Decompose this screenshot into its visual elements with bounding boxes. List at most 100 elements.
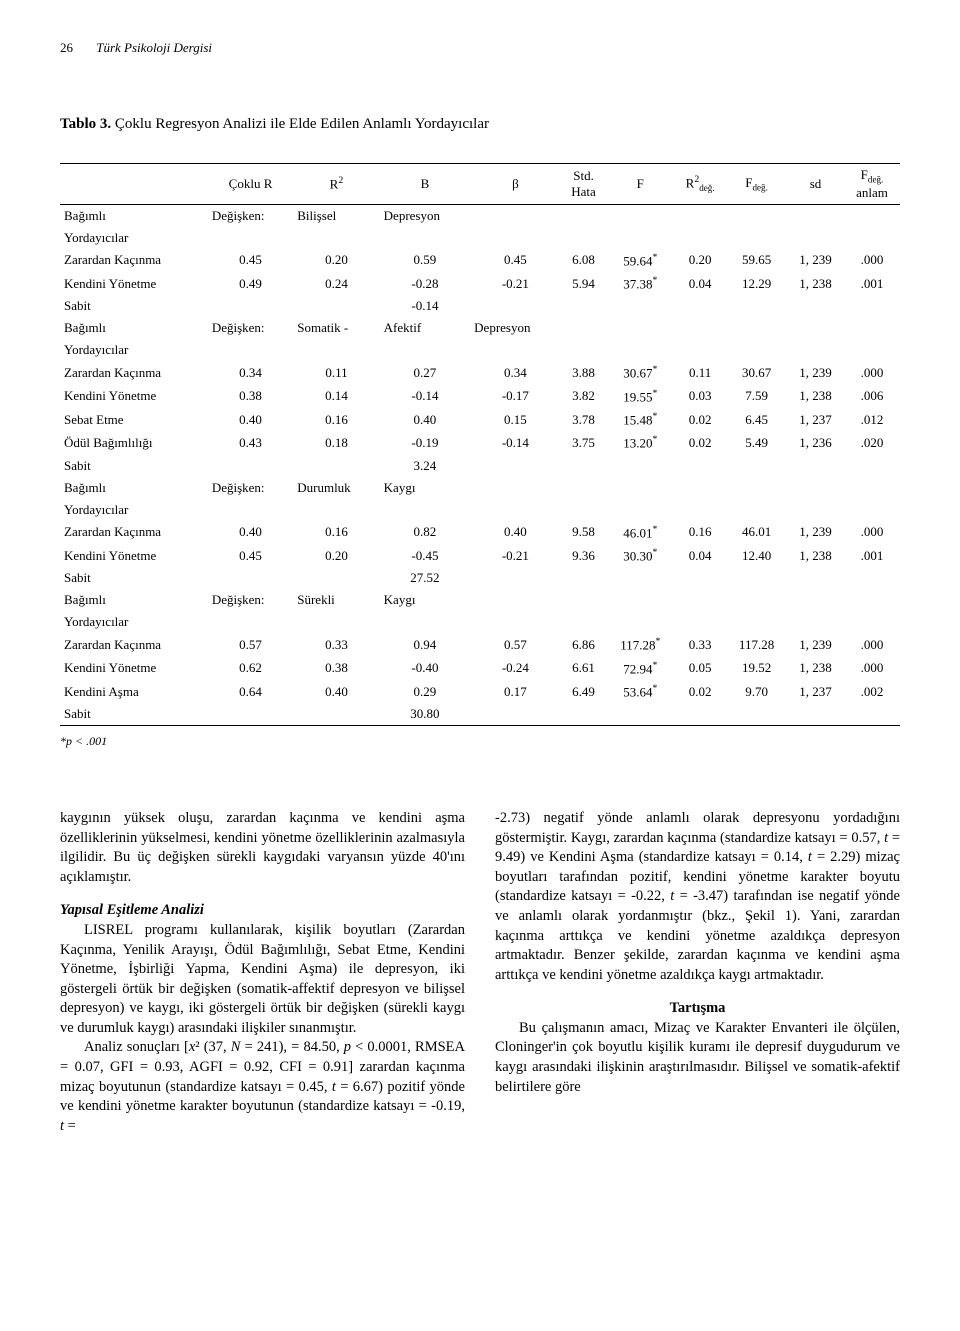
cell: 0.33 <box>293 633 379 656</box>
cell: 0.38 <box>293 657 379 680</box>
sabit-value: 27.52 <box>380 567 470 589</box>
cell: 0.82 <box>380 521 470 544</box>
left-column: kaygının yüksek oluşu, zarardan kaçınma … <box>60 809 465 1136</box>
cell: 59.65 <box>726 249 787 272</box>
sabit-value: 30.80 <box>380 703 470 726</box>
cell: .001 <box>844 272 900 295</box>
cell: 0.40 <box>208 408 293 431</box>
journal-name: Türk Psikoloji Dergisi <box>96 40 212 56</box>
dep-term: Bilişsel <box>293 204 379 227</box>
col-header <box>60 164 208 205</box>
cell: 0.34 <box>470 361 560 384</box>
table-row: Kendini Yönetme0.490.24-0.28-0.215.9437.… <box>60 272 900 295</box>
col-header: β <box>470 164 560 205</box>
cell: 37.38* <box>606 272 674 295</box>
dep-term: Somatik - <box>293 317 379 339</box>
cell: 117.28 <box>726 633 787 656</box>
cell: 0.16 <box>293 521 379 544</box>
cell: 0.40 <box>293 680 379 703</box>
cell: 0.45 <box>208 544 293 567</box>
cell: -0.24 <box>470 657 560 680</box>
dep-term: Kaygı <box>380 477 470 499</box>
row-label: Kendini Yönetme <box>60 272 208 295</box>
var-label: Değişken: <box>208 589 293 611</box>
dep-label: Bağımlı <box>60 204 208 227</box>
left-p2: LISREL programı kullanılarak, kişilik bo… <box>60 921 465 1038</box>
cell: 9.58 <box>561 521 607 544</box>
col-header: R2değ. <box>674 164 726 205</box>
cell: 0.40 <box>208 521 293 544</box>
cell: -0.19 <box>380 431 470 454</box>
cell: -0.14 <box>470 431 560 454</box>
cell: 30.67* <box>606 361 674 384</box>
dep-term: Depresyon <box>470 317 560 339</box>
row-label: Zarardan Kaçınma <box>60 361 208 384</box>
cell: .006 <box>844 385 900 408</box>
cell: -0.17 <box>470 385 560 408</box>
cell: 9.36 <box>561 544 607 567</box>
table-row: Kendini Yönetme0.620.38-0.40-0.246.6172.… <box>60 657 900 680</box>
cell: 1, 238 <box>787 657 844 680</box>
cell: 6.86 <box>561 633 607 656</box>
col-header: Fdeğ. <box>726 164 787 205</box>
pred-label: Yordayıcılar <box>60 499 208 521</box>
regression-table: Çoklu RR2BβStd.HataFR2değ.Fdeğ.sdFdeğ.an… <box>60 163 900 726</box>
cell: 9.70 <box>726 680 787 703</box>
col-header: B <box>380 164 470 205</box>
cell: 46.01 <box>726 521 787 544</box>
cell: 0.43 <box>208 431 293 454</box>
col-header: Çoklu R <box>208 164 293 205</box>
cell: 13.20* <box>606 431 674 454</box>
col-header: Fdeğ.anlam <box>844 164 900 205</box>
cell: .012 <box>844 408 900 431</box>
pred-label: Yordayıcılar <box>60 227 208 249</box>
table-row: Zarardan Kaçınma0.450.200.590.456.0859.6… <box>60 249 900 272</box>
cell: 0.49 <box>208 272 293 295</box>
dep-label: Bağımlı <box>60 589 208 611</box>
left-p1: kaygının yüksek oluşu, zarardan kaçınma … <box>60 809 465 887</box>
cell: 1, 236 <box>787 431 844 454</box>
cell: 12.29 <box>726 272 787 295</box>
cell: 0.16 <box>293 408 379 431</box>
cell: 12.40 <box>726 544 787 567</box>
cell: 0.57 <box>470 633 560 656</box>
cell: .000 <box>844 521 900 544</box>
cell: 1, 237 <box>787 408 844 431</box>
left-subhead: Yapısal Eşitleme Analizi <box>60 901 465 921</box>
cell: -0.28 <box>380 272 470 295</box>
table-row: Kendini Yönetme0.380.14-0.14-0.173.8219.… <box>60 385 900 408</box>
cell: 19.52 <box>726 657 787 680</box>
cell: 3.75 <box>561 431 607 454</box>
table-row: Kendini Yönetme0.450.20-0.45-0.219.3630.… <box>60 544 900 567</box>
cell: 0.59 <box>380 249 470 272</box>
cell: 0.15 <box>470 408 560 431</box>
cell: -0.14 <box>380 385 470 408</box>
col-header: sd <box>787 164 844 205</box>
col-header: F <box>606 164 674 205</box>
dep-term: Kaygı <box>380 589 470 611</box>
cell: 0.11 <box>674 361 726 384</box>
cell: 0.45 <box>470 249 560 272</box>
cell: 0.24 <box>293 272 379 295</box>
cell: 5.94 <box>561 272 607 295</box>
table-row: Zarardan Kaçınma0.400.160.820.409.5846.0… <box>60 521 900 544</box>
table-head: Çoklu RR2BβStd.HataFR2değ.Fdeğ.sdFdeğ.an… <box>60 164 900 205</box>
cell: 3.82 <box>561 385 607 408</box>
row-label: Zarardan Kaçınma <box>60 633 208 656</box>
row-label: Ödül Bağımlılığı <box>60 431 208 454</box>
table-label: Tablo 3. <box>60 116 111 132</box>
cell: 0.33 <box>674 633 726 656</box>
cell: 6.49 <box>561 680 607 703</box>
dep-term: Sürekli <box>293 589 379 611</box>
cell: 0.34 <box>208 361 293 384</box>
sabit-label: Sabit <box>60 567 208 589</box>
row-label: Kendini Yönetme <box>60 657 208 680</box>
cell: 1, 238 <box>787 385 844 408</box>
row-label: Sebat Etme <box>60 408 208 431</box>
cell: 0.62 <box>208 657 293 680</box>
cell: 0.38 <box>208 385 293 408</box>
table-row: Zarardan Kaçınma0.570.330.940.576.86117.… <box>60 633 900 656</box>
sabit-label: Sabit <box>60 703 208 726</box>
cell: 0.27 <box>380 361 470 384</box>
cell: .002 <box>844 680 900 703</box>
